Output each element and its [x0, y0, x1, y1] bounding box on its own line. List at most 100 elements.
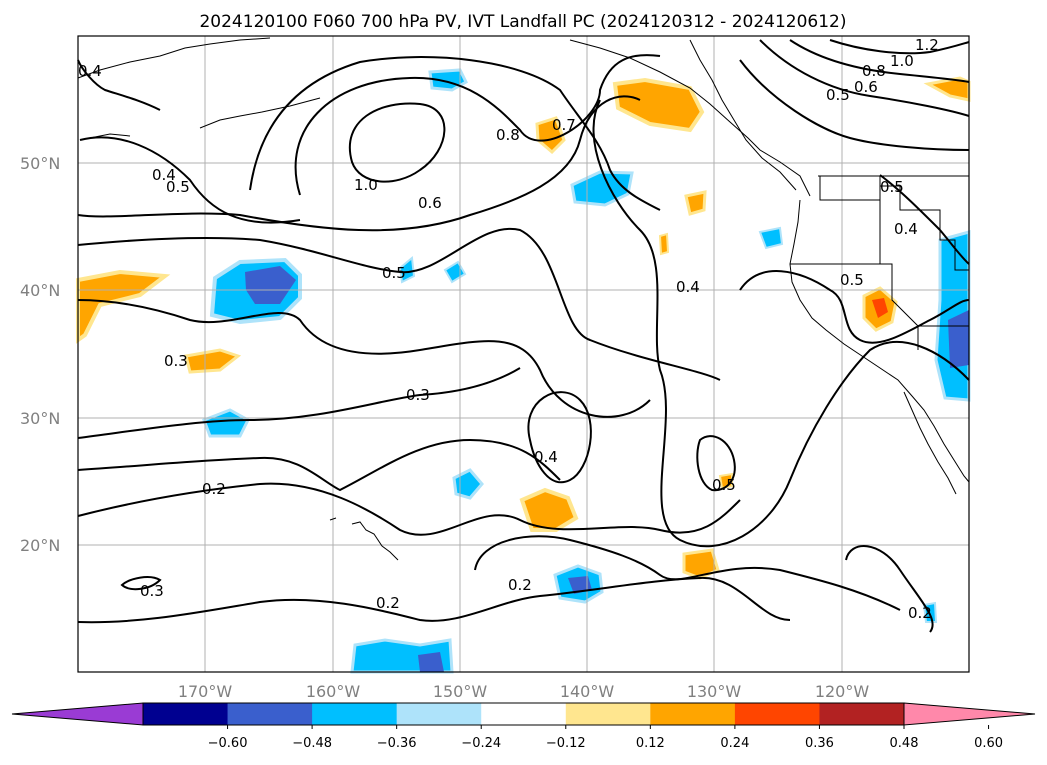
contour-0.6: [249, 56, 661, 211]
contour-label: 0.4: [676, 278, 700, 296]
colorbar-tick-label: −0.60: [208, 736, 248, 751]
contour-label: 0.2: [376, 594, 400, 612]
lat-tick-label: 50°N: [20, 154, 60, 173]
map-title: 2024120100 F060 700 hPa PV, IVT Landfall…: [199, 12, 846, 32]
contour-label: 0.4: [894, 220, 918, 238]
colorbar-tick-label: −0.24: [461, 736, 501, 751]
colorbar: −0.60 −0.48 −0.36 −0.24 −0.12 0.12 0.24 0.36 0.4…: [11, 702, 1036, 751]
contour-0.2-d: [77, 576, 791, 624]
lon-tick-labels: 170°W 160°W 150°W 140°W 130°W 120°W: [178, 682, 870, 701]
contour-label: 1.0: [890, 52, 914, 70]
shade-negative-east-edge-core: [948, 310, 969, 368]
contour-0.2-a: [77, 438, 561, 492]
lon-tick-label: 150°W: [433, 682, 488, 701]
shade-positive-west-edge: [76, 269, 171, 344]
colorbar-segment: [143, 703, 229, 725]
contour-east-2: [789, 39, 970, 83]
lat-tick-labels: 50°N 40°N 30°N 20°N: [20, 154, 60, 555]
contour-label: 0.5: [712, 476, 736, 494]
contour-0.4-b: [592, 99, 970, 548]
contour-0.2-c: [474, 535, 901, 611]
contour-label: 0.7: [552, 116, 576, 134]
colorbar-tick-label: 0.60: [974, 736, 1003, 751]
contour-east-6: [879, 174, 970, 265]
contour-0.2-b: [77, 482, 741, 536]
contour-label: 0.2: [508, 576, 532, 594]
shade-negative-subtropic-1: [202, 408, 250, 438]
colorbar-frame: [142, 702, 905, 726]
colorbar-tick-label: 0.12: [636, 736, 665, 751]
contour-label: 0.4: [534, 448, 558, 466]
contour-label: 0.8: [496, 126, 520, 144]
coast-hawaii: [329, 517, 399, 561]
map-gridlines: [78, 36, 969, 672]
shade-positive-small-west: [184, 348, 242, 374]
contour-0.4-a: [79, 136, 301, 224]
contour-0.3-small: [120, 576, 162, 591]
colorbar-extend-high: [903, 702, 1036, 726]
lat-tick-label: 20°N: [20, 536, 60, 555]
coast-alaska-gulf: [569, 39, 811, 197]
shade-positive-tiny: [658, 232, 670, 256]
lat-tick-label: 30°N: [20, 409, 60, 428]
contour-label: 0.6: [854, 78, 878, 96]
contour-label: 0.3: [406, 386, 430, 404]
contour-east-4: [739, 59, 970, 151]
contour-0.5-closed: [696, 435, 736, 492]
pv-contours: [77, 39, 970, 633]
contour-label: 1.0: [354, 176, 378, 194]
colorbar-segment: [819, 703, 905, 725]
shade-negative-south-1-core: [568, 576, 592, 594]
contour-label: 0.5: [826, 86, 850, 104]
contour-0.5-a: [77, 95, 641, 232]
contour-label: 0.2: [908, 604, 932, 622]
contour-label: 0.4: [78, 62, 102, 80]
colorbar-tick-label: −0.48: [292, 736, 332, 751]
colorbar-segment: [312, 703, 398, 725]
shade-positive-gulf-small: [535, 116, 566, 155]
lon-tick-label: 140°W: [560, 682, 615, 701]
shade-positive-gulf-north: [612, 77, 705, 133]
lat-tick-label: 40°N: [20, 281, 60, 300]
border-states: [790, 176, 969, 350]
colorbar-tick-label: −0.36: [377, 736, 417, 751]
contour-0.2-e: [845, 545, 934, 633]
contour-label: 0.5: [382, 264, 406, 282]
contour-label: 0.3: [164, 352, 188, 370]
colorbar-segment: [650, 703, 736, 725]
colorbar-extend-low: [11, 702, 144, 726]
colorbar-tick-label: −0.12: [546, 736, 586, 751]
shade-negative-hawaii-north: [452, 468, 484, 500]
colorbar-segment: [227, 703, 313, 725]
contour-label: 0.4: [152, 166, 176, 184]
colorbar-segment: [481, 703, 567, 725]
contour-label: 1.2: [915, 36, 939, 54]
shade-positive-east-subtropic: [682, 548, 720, 580]
contour-east-5: [829, 39, 970, 55]
contour-label: 0.2: [202, 480, 226, 498]
contour-label: 0.6: [418, 194, 442, 212]
contour-label: 0.8: [862, 62, 886, 80]
contour-0.3-b: [77, 367, 521, 439]
shade-negative-west-coast: [758, 226, 784, 250]
coast-baja: [903, 391, 957, 495]
coast-british-columbia: [689, 39, 797, 191]
shade-negative-small-2: [398, 256, 416, 284]
colorbar-tick-labels: −0.60 −0.48 −0.36 −0.24 −0.12 0.12 0.24 0.36 0.4…: [208, 725, 1003, 751]
shade-positive-subtropic: [519, 487, 579, 532]
colorbar-tick-label: 0.48: [890, 736, 919, 751]
contour-labels: 1.2 1.0 0.8 0.6 0.5 0.4 0.4 0.5 0.5 0.4 …: [78, 36, 939, 622]
contour-0.5-b: [77, 227, 721, 381]
colorbar-tick-label: 0.36: [805, 736, 834, 751]
lon-tick-label: 160°W: [306, 682, 361, 701]
shade-negative-central-pacific-core: [245, 266, 296, 304]
lon-tick-label: 120°W: [815, 682, 870, 701]
map-panel: 1.2 1.0 0.8 0.6 0.5 0.4 0.4 0.5 0.5 0.4 …: [76, 35, 971, 674]
colorbar-segments: [143, 703, 905, 725]
map-frame: [77, 35, 970, 673]
shade-positive-mid: [684, 190, 707, 216]
colorbar-segment: [734, 703, 820, 725]
contour-label: 0.5: [840, 271, 864, 289]
contour-0.3-a: [77, 299, 651, 418]
